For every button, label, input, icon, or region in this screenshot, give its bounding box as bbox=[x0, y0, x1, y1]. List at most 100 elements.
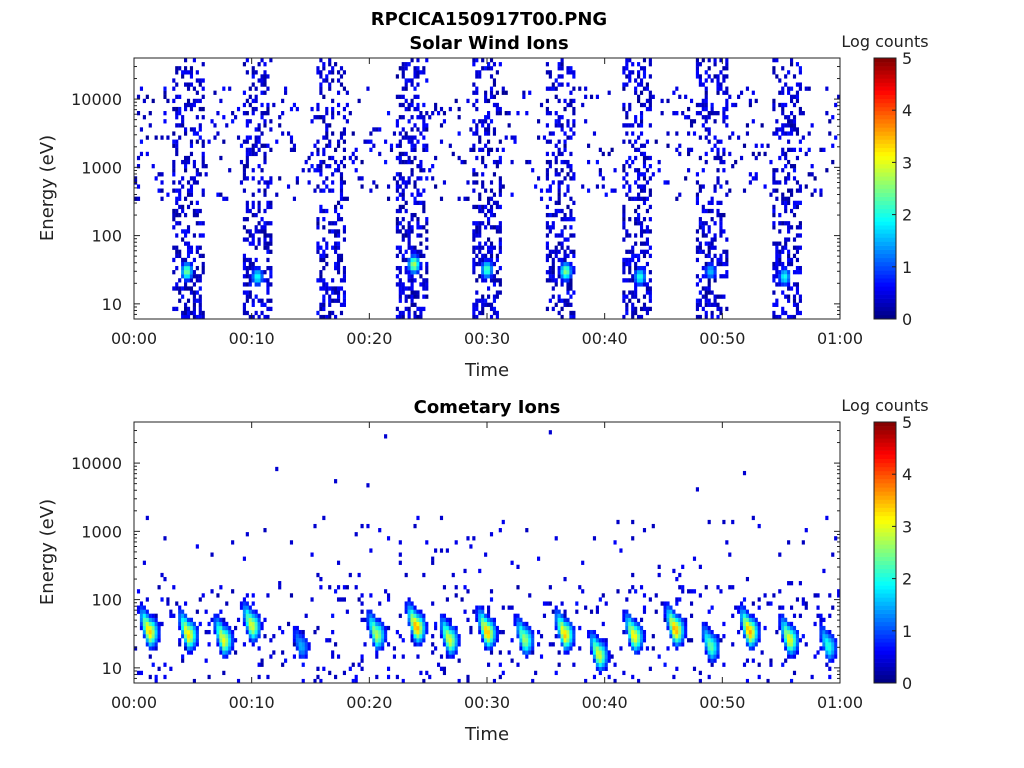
heatmap-cell bbox=[192, 86, 196, 91]
heatmap-cell bbox=[713, 265, 717, 271]
heatmap-cell bbox=[495, 634, 499, 639]
heatmap-cell bbox=[834, 536, 838, 541]
heatmap-cell bbox=[398, 143, 402, 148]
heatmap-cell bbox=[672, 568, 676, 574]
heatmap-cell bbox=[251, 314, 255, 320]
heatmap-cell bbox=[707, 200, 711, 206]
heatmap-cell bbox=[589, 94, 594, 99]
heatmap-cell bbox=[231, 119, 235, 124]
heatmap-cell bbox=[160, 172, 164, 177]
heatmap-cell bbox=[572, 233, 576, 238]
heatmap-cell bbox=[628, 139, 632, 144]
heatmap-cell bbox=[557, 62, 561, 67]
heatmap-cell bbox=[698, 564, 702, 570]
heatmap-cell bbox=[545, 253, 549, 259]
heatmap-cell bbox=[319, 58, 323, 63]
heatmap-cell bbox=[695, 237, 699, 242]
heatmap-cell bbox=[242, 257, 246, 263]
heatmap-cell bbox=[695, 274, 699, 279]
heatmap-cell bbox=[245, 237, 249, 242]
heatmap-cell bbox=[436, 111, 441, 116]
heatmap-cell bbox=[560, 282, 564, 287]
colorbar-segment bbox=[874, 491, 896, 496]
heatmap-cell bbox=[831, 642, 835, 647]
heatmap-cell bbox=[484, 278, 488, 283]
heatmap-cell bbox=[472, 62, 476, 67]
heatmap-cell bbox=[442, 111, 447, 116]
heatmap-cell bbox=[378, 617, 382, 623]
heatmap-cell bbox=[301, 642, 305, 647]
heatmap-cell bbox=[472, 168, 476, 173]
heatmap-cell bbox=[707, 658, 711, 663]
heatmap-cell bbox=[334, 249, 338, 254]
heatmap-cell bbox=[136, 155, 141, 161]
heatmap-cell bbox=[478, 204, 482, 210]
heatmap-cell bbox=[622, 225, 626, 230]
heatmap-cell bbox=[569, 225, 573, 230]
heatmap-cell bbox=[613, 188, 617, 193]
heatmap-cell bbox=[595, 609, 599, 614]
heatmap-cell bbox=[416, 638, 420, 643]
heatmap-cell bbox=[472, 302, 476, 307]
heatmap-cell bbox=[195, 638, 199, 643]
heatmap-cell bbox=[289, 147, 294, 152]
heatmap-cell bbox=[637, 278, 641, 283]
heatmap-cell bbox=[701, 286, 705, 291]
heatmap-cell bbox=[781, 111, 785, 116]
heatmap-cell bbox=[416, 200, 420, 206]
heatmap-cell bbox=[354, 532, 358, 537]
heatmap-cell bbox=[531, 678, 535, 684]
heatmap-cell bbox=[145, 638, 149, 643]
heatmap-cell bbox=[778, 155, 782, 161]
heatmap-cell bbox=[781, 617, 785, 623]
heatmap-cell bbox=[554, 200, 558, 206]
heatmap-cell bbox=[301, 650, 305, 655]
heatmap-cell bbox=[172, 245, 176, 250]
heatmap-cell bbox=[163, 90, 167, 95]
heatmap-cell bbox=[781, 90, 785, 95]
heatmap-cell bbox=[560, 127, 564, 132]
heatmap-cell bbox=[192, 208, 196, 214]
heatmap-cell bbox=[810, 172, 814, 177]
heatmap-cell bbox=[484, 188, 488, 193]
heatmap-cell bbox=[245, 208, 249, 214]
heatmap-cell bbox=[787, 229, 791, 234]
heatmap-cell bbox=[492, 159, 497, 165]
heatmap-cell bbox=[634, 196, 638, 201]
heatmap-cell bbox=[475, 204, 479, 210]
heatmap-cell bbox=[248, 229, 252, 234]
heatmap-cell bbox=[713, 143, 717, 148]
heatmap-cell bbox=[798, 298, 802, 303]
heatmap-cell bbox=[487, 613, 491, 618]
heatmap-cell bbox=[537, 135, 541, 140]
heatmap-cell bbox=[716, 168, 720, 173]
heatmap-cell bbox=[222, 654, 226, 659]
heatmap-cell bbox=[184, 270, 188, 275]
heatmap-cell bbox=[592, 642, 597, 647]
heatmap-cell bbox=[704, 302, 708, 307]
heatmap-cell bbox=[325, 184, 329, 189]
heatmap-cell bbox=[204, 609, 208, 614]
heatmap-cell bbox=[413, 290, 417, 295]
heatmap-cell bbox=[828, 658, 832, 663]
heatmap-cell bbox=[251, 601, 255, 606]
heatmap-cell bbox=[336, 102, 341, 108]
heatmap-cell bbox=[410, 609, 414, 614]
heatmap-cell bbox=[789, 642, 794, 647]
heatmap-cell bbox=[598, 147, 602, 152]
heatmap-cell bbox=[589, 629, 594, 635]
heatmap-cell bbox=[316, 572, 320, 578]
heatmap-cell bbox=[775, 261, 779, 267]
heatmap-cell bbox=[595, 646, 599, 651]
heatmap-cell bbox=[545, 241, 549, 246]
heatmap-cell bbox=[395, 314, 399, 320]
heatmap-cell bbox=[219, 617, 223, 623]
heatmap-cell bbox=[548, 70, 552, 75]
heatmap-cell bbox=[560, 257, 564, 263]
heatmap-cell bbox=[757, 629, 761, 635]
heatmap-cell bbox=[631, 196, 635, 201]
heatmap-cell bbox=[795, 90, 800, 95]
heatmap-cell bbox=[778, 221, 782, 226]
heatmap-cell bbox=[245, 613, 249, 618]
heatmap-cell bbox=[198, 221, 202, 226]
